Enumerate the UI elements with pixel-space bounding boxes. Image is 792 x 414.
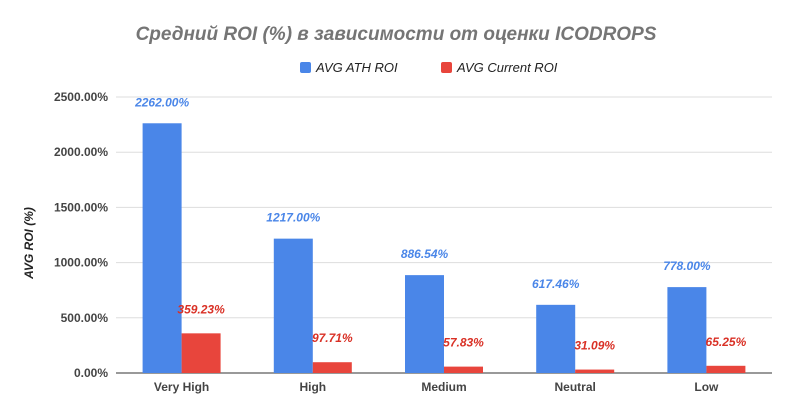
bar-current-high — [312, 362, 352, 373]
bar-ath-high — [273, 238, 313, 373]
bar-current-medium — [444, 366, 483, 373]
bar-current-neutral — [575, 369, 615, 373]
x-axis-ticks: Very High High Medium Neutral Low — [154, 380, 719, 394]
bar-current-very-high — [181, 333, 221, 373]
bar-ath-medium — [405, 275, 444, 373]
y-axis-label: AVG ROI (%) — [22, 207, 36, 280]
y-tick-label: 2000.00% — [54, 145, 108, 159]
x-tick-label: Neutral — [555, 380, 596, 394]
y-tick-label: 1500.00% — [54, 200, 108, 214]
y-tick-label: 500.00% — [61, 311, 109, 325]
bar-current-low — [706, 365, 746, 373]
chart-title: Средний ROI (%) в зависимости от оценки … — [136, 24, 657, 45]
bar-ath-low — [667, 287, 707, 373]
y-tick-label: 0.00% — [74, 366, 108, 380]
data-label: 886.54% — [401, 247, 449, 261]
legend-label: AVG Current ROI — [456, 60, 558, 75]
y-axis-ticks: 0.00% 500.00% 1000.00% 1500.00% 2000.00% 2500… — [54, 90, 108, 380]
legend: AVG ATH ROI AVG Current ROI — [300, 60, 558, 75]
data-label: 65.25% — [706, 335, 747, 349]
data-label: 2262.00% — [134, 95, 189, 109]
data-label: 1217.00% — [266, 211, 320, 225]
bars — [142, 123, 746, 373]
data-label: 617.46% — [532, 277, 580, 291]
data-label: 31.09% — [574, 339, 615, 353]
data-label: 57.83% — [443, 336, 484, 350]
bar-ath-very-high — [142, 123, 182, 373]
legend-swatch — [441, 62, 452, 73]
data-label: 778.00% — [663, 259, 711, 273]
data-label: 97.71% — [312, 331, 353, 345]
data-label: 359.23% — [177, 302, 225, 316]
data-labels: 2262.00% 359.23% 1217.00% 97.71% 886.54% 57.8… — [134, 95, 747, 352]
x-tick-label: Low — [694, 380, 719, 394]
gridlines — [116, 96, 772, 374]
y-tick-label: 2500.00% — [54, 90, 108, 104]
x-tick-label: Very High — [154, 380, 209, 394]
legend-swatch — [300, 62, 311, 73]
bar-ath-neutral — [536, 304, 576, 373]
x-tick-label: Medium — [421, 380, 466, 394]
y-tick-label: 1000.00% — [54, 256, 108, 270]
x-tick-label: High — [299, 380, 326, 394]
legend-label: AVG ATH ROI — [315, 60, 398, 75]
